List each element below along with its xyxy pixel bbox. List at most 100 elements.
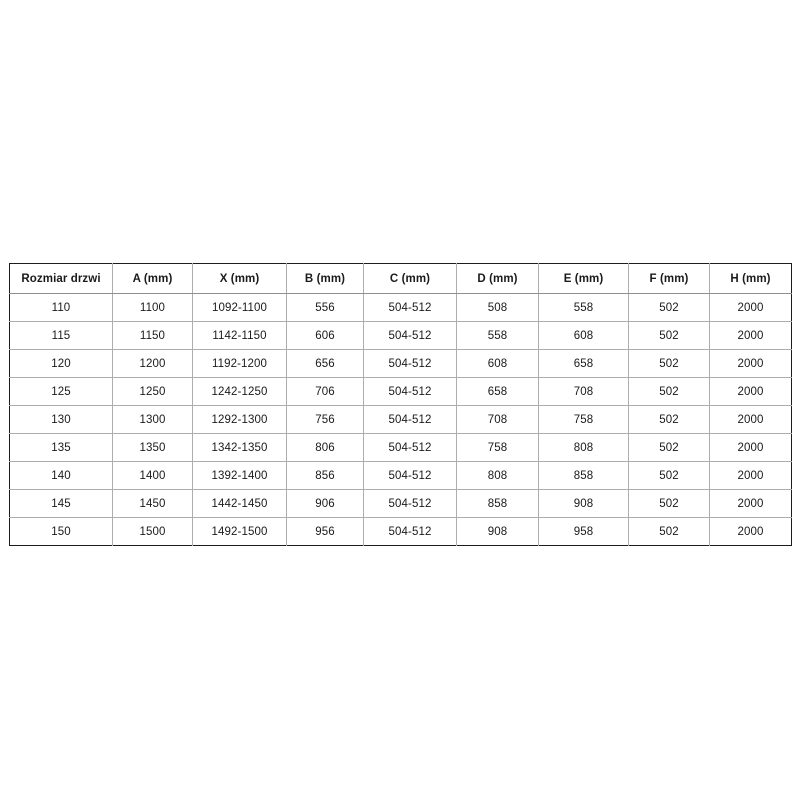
cell-door-size: 110 [9,293,113,322]
cell-value: 758 [538,405,629,434]
column-header-2: X (mm) [192,263,287,294]
cell-value: 856 [286,461,364,490]
table-row: 120 1200 1192-1200 656 504-512 608 658 502 2000 [9,349,792,378]
cell-value: 1342-1350 [192,433,287,462]
cell-value: 608 [456,349,539,378]
cell-door-size: 115 [9,321,113,350]
specification-table-container: Rozmiar drzwi A (mm) X (mm) B (mm) C (mm) D (… [9,263,792,546]
cell-value: 1492-1500 [192,517,287,546]
cell-value: 504-512 [363,321,457,350]
cell-value: 2000 [709,517,792,546]
cell-door-size: 120 [9,349,113,378]
cell-value: 906 [286,489,364,518]
cell-value: 606 [286,321,364,350]
cell-value: 502 [628,293,710,322]
cell-value: 1392-1400 [192,461,287,490]
cell-value: 858 [538,461,629,490]
cell-value: 908 [538,489,629,518]
cell-value: 2000 [709,377,792,406]
cell-value: 1100 [112,293,193,322]
cell-value: 2000 [709,489,792,518]
cell-value: 956 [286,517,364,546]
cell-value: 504-512 [363,489,457,518]
cell-door-size: 140 [9,461,113,490]
cell-value: 508 [456,293,539,322]
cell-value: 1300 [112,405,193,434]
cell-value: 1500 [112,517,193,546]
cell-door-size: 125 [9,377,113,406]
cell-value: 1400 [112,461,193,490]
cell-value: 2000 [709,433,792,462]
cell-value: 502 [628,321,710,350]
cell-value: 658 [456,377,539,406]
column-header-6: E (mm) [538,263,629,294]
cell-value: 1442-1450 [192,489,287,518]
cell-value: 556 [286,293,364,322]
cell-value: 858 [456,489,539,518]
cell-value: 706 [286,377,364,406]
cell-value: 2000 [709,349,792,378]
table-row: 115 1150 1142-1150 606 504-512 558 608 502 2000 [9,321,792,350]
cell-value: 1192-1200 [192,349,287,378]
cell-value: 1092-1100 [192,293,287,322]
cell-value: 504-512 [363,405,457,434]
cell-value: 504-512 [363,461,457,490]
cell-value: 2000 [709,405,792,434]
table-row: 125 1250 1242-1250 706 504-512 658 708 502 2000 [9,377,792,406]
cell-value: 502 [628,461,710,490]
cell-value: 558 [456,321,539,350]
cell-value: 958 [538,517,629,546]
cell-value: 504-512 [363,377,457,406]
cell-value: 756 [286,405,364,434]
cell-value: 502 [628,405,710,434]
cell-value: 1350 [112,433,193,462]
cell-value: 708 [538,377,629,406]
cell-value: 2000 [709,461,792,490]
cell-value: 1450 [112,489,193,518]
cell-value: 1142-1150 [192,321,287,350]
table-row: 130 1300 1292-1300 756 504-512 708 758 502 2000 [9,405,792,434]
cell-value: 1242-1250 [192,377,287,406]
table-body: 110 1100 1092-1100 556 504-512 508 558 502 2000 1… [9,293,792,546]
table-header-row: Rozmiar drzwi A (mm) X (mm) B (mm) C (mm) D (… [9,263,792,294]
cell-value: 558 [538,293,629,322]
cell-value: 502 [628,517,710,546]
cell-door-size: 145 [9,489,113,518]
cell-door-size: 130 [9,405,113,434]
column-header-4: C (mm) [363,263,457,294]
cell-value: 502 [628,433,710,462]
cell-value: 504-512 [363,293,457,322]
cell-value: 808 [538,433,629,462]
table-row: 135 1350 1342-1350 806 504-512 758 808 502 2000 [9,433,792,462]
column-header-3: B (mm) [286,263,364,294]
column-header-8: H (mm) [709,263,792,294]
cell-value: 608 [538,321,629,350]
column-header-0: Rozmiar drzwi [9,263,113,294]
cell-value: 758 [456,433,539,462]
cell-value: 1292-1300 [192,405,287,434]
cell-value: 658 [538,349,629,378]
cell-value: 1250 [112,377,193,406]
table-row: 110 1100 1092-1100 556 504-512 508 558 502 2000 [9,293,792,322]
cell-value: 504-512 [363,433,457,462]
table-header: Rozmiar drzwi A (mm) X (mm) B (mm) C (mm) D (… [9,263,792,294]
cell-value: 502 [628,489,710,518]
cell-value: 2000 [709,321,792,350]
cell-value: 1150 [112,321,193,350]
cell-value: 504-512 [363,349,457,378]
table-row: 150 1500 1492-1500 956 504-512 908 958 502 2000 [9,517,792,546]
table-row: 145 1450 1442-1450 906 504-512 858 908 502 2000 [9,489,792,518]
cell-value: 908 [456,517,539,546]
table-row: 140 1400 1392-1400 856 504-512 808 858 502 2000 [9,461,792,490]
cell-value: 504-512 [363,517,457,546]
column-header-1: A (mm) [112,263,193,294]
cell-value: 808 [456,461,539,490]
cell-value: 2000 [709,293,792,322]
cell-door-size: 135 [9,433,113,462]
cell-value: 1200 [112,349,193,378]
cell-value: 502 [628,377,710,406]
door-size-specification-table: Rozmiar drzwi A (mm) X (mm) B (mm) C (mm) D (… [9,263,792,546]
cell-value: 806 [286,433,364,462]
cell-door-size: 150 [9,517,113,546]
column-header-5: D (mm) [456,263,539,294]
